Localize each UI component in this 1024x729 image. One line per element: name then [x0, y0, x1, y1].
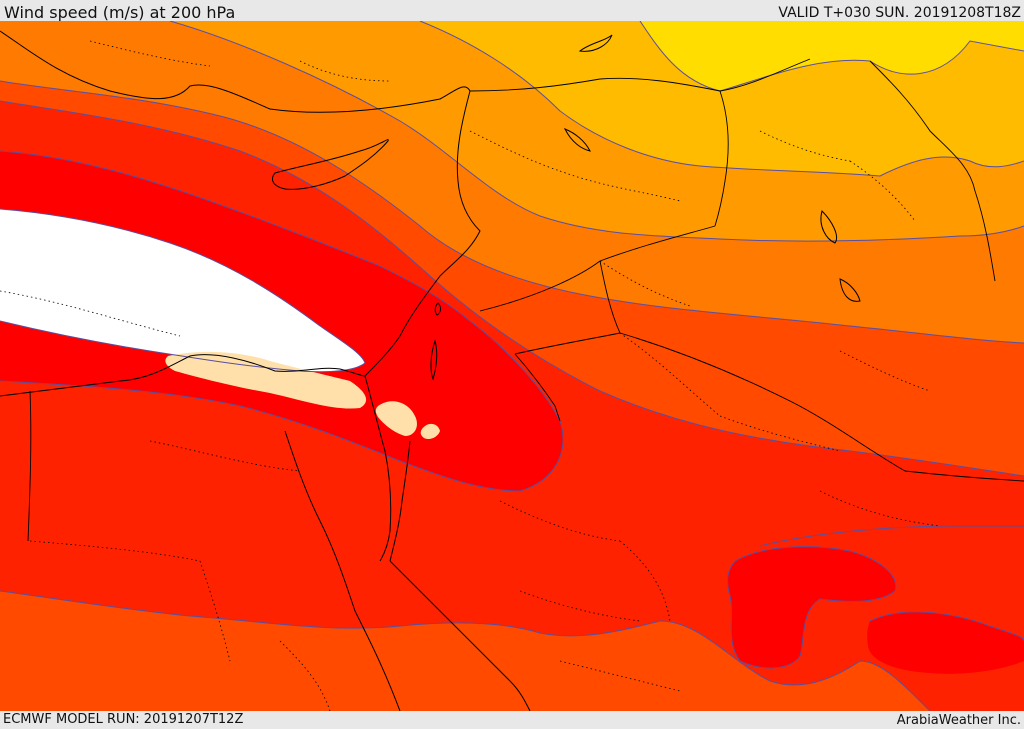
contour-line	[0, 80, 1024, 344]
admin-border	[149, 440, 301, 472]
footer-bar: ECMWF MODEL RUN: 20191207T12Z ArabiaWeat…	[0, 711, 1024, 729]
admin-border	[819, 490, 941, 527]
contour-line	[0, 100, 1024, 477]
admin-border	[559, 660, 681, 692]
admin-border	[759, 130, 851, 162]
admin-border	[469, 130, 561, 172]
admin-border	[499, 500, 621, 542]
coastlines	[0, 30, 861, 711]
admin-border	[0, 290, 181, 337]
title-bar: Wind speed (m/s) at 200 hPa VALID T+030 …	[0, 0, 1024, 22]
coastline-red-sea-east	[389, 560, 531, 711]
coastline-egypt-north	[0, 354, 366, 397]
border-syria-iraq	[714, 90, 729, 227]
admin-border	[559, 170, 681, 202]
coastline-lake-razazah	[839, 278, 861, 302]
valid-time-label: VALID T+030 SUN. 20191208T18Z	[778, 5, 1021, 21]
map-panel	[0, 21, 1024, 711]
coastline-cyprus	[272, 139, 389, 190]
band-very-strong-lobe-west	[727, 546, 896, 668]
country-borders	[27, 58, 1024, 542]
coastline-sinai	[364, 375, 392, 562]
contour-line	[169, 21, 1024, 242]
admin-border	[719, 415, 841, 452]
admin-border	[599, 260, 691, 307]
credit-label: ArabiaWeather Inc.	[896, 713, 1021, 728]
contour-line	[869, 611, 1024, 642]
band-local-minimum-2	[375, 401, 417, 436]
border-egypt-libya	[27, 390, 32, 542]
contour-line	[0, 590, 931, 711]
coastline-lake-tharthar	[820, 210, 837, 244]
coastline-lake-van	[578, 34, 613, 52]
contour-line	[639, 21, 1024, 92]
admin-border	[299, 60, 391, 82]
model-run-label: ECMWF MODEL RUN: 20191207T12Z	[3, 712, 244, 727]
border-sinai	[514, 353, 561, 422]
chart-title: Wind speed (m/s) at 200 hPa	[4, 3, 236, 22]
admin-border	[279, 640, 331, 711]
coastline-galilee	[434, 302, 441, 316]
band-local-minimum	[165, 351, 367, 409]
coastline-turkey	[0, 30, 471, 113]
admin-border	[839, 350, 931, 392]
coastline-levant	[364, 90, 481, 377]
band-local-minimum-3	[420, 423, 440, 440]
contour-line	[0, 208, 366, 373]
border-iraq-iran	[869, 60, 996, 282]
coastline-red-sea-west	[284, 430, 401, 711]
border-jordan-saudi	[514, 260, 621, 355]
contour-line	[727, 546, 897, 669]
coastline-lake-assad	[563, 128, 591, 152]
admin-border	[89, 40, 211, 67]
admin-borders	[0, 40, 941, 711]
band-peak-core	[0, 209, 365, 372]
coastline-dead-sea	[430, 339, 438, 381]
admin-border	[199, 560, 231, 662]
contour-line	[759, 525, 1024, 547]
admin-border	[619, 332, 721, 417]
coastline-aqaba	[389, 440, 411, 562]
admin-border	[519, 590, 641, 622]
wind-speed-map	[0, 21, 1024, 711]
band-very-strong-lobe	[867, 611, 1024, 674]
admin-border	[849, 160, 916, 222]
contour-line	[0, 150, 564, 492]
border-turkey-syria	[469, 58, 811, 92]
border-iraq-saudi	[619, 332, 1024, 482]
